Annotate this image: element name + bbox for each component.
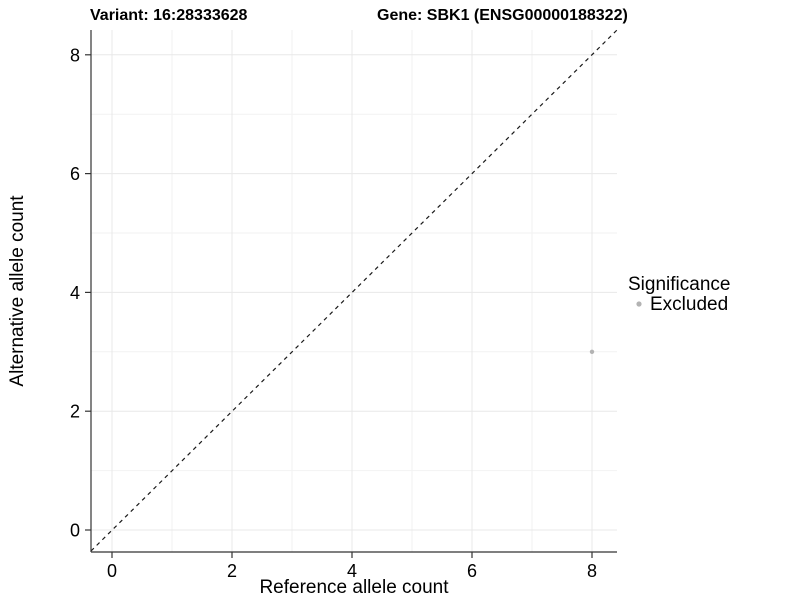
- y-tick-label: 4: [70, 283, 80, 303]
- y-tick-label: 0: [70, 521, 80, 541]
- x-tick-label: 4: [347, 561, 357, 581]
- x-tick-label: 6: [467, 561, 477, 581]
- y-tick-label: 2: [70, 402, 80, 422]
- x-axis-label: Reference allele count: [259, 577, 449, 598]
- y-tick-label: 8: [70, 45, 80, 65]
- legend-key-excluded-icon: [636, 301, 642, 307]
- data-point: [589, 349, 595, 354]
- y-tick-label: 6: [70, 164, 80, 184]
- grid-major: [91, 30, 617, 552]
- data-points: [589, 349, 595, 354]
- grid-minor: [91, 30, 617, 552]
- plot-title-variant: Variant: 16:28333628: [90, 7, 248, 24]
- identity-line: [90, 29, 618, 552]
- x-tick-label: 2: [227, 561, 237, 581]
- x-tick-label: 8: [587, 561, 597, 581]
- axis-ticks: 0 2 4 6 8 0 2 4 6 8: [70, 45, 597, 581]
- plot-title-gene: Gene: SBK1 (ENSG00000188322): [377, 7, 628, 24]
- legend-item-label-excluded: Excluded: [650, 294, 728, 315]
- legend-title: Significance: [628, 274, 730, 295]
- x-tick-label: 0: [107, 561, 117, 581]
- y-axis-label: Alternative allele count: [7, 195, 28, 387]
